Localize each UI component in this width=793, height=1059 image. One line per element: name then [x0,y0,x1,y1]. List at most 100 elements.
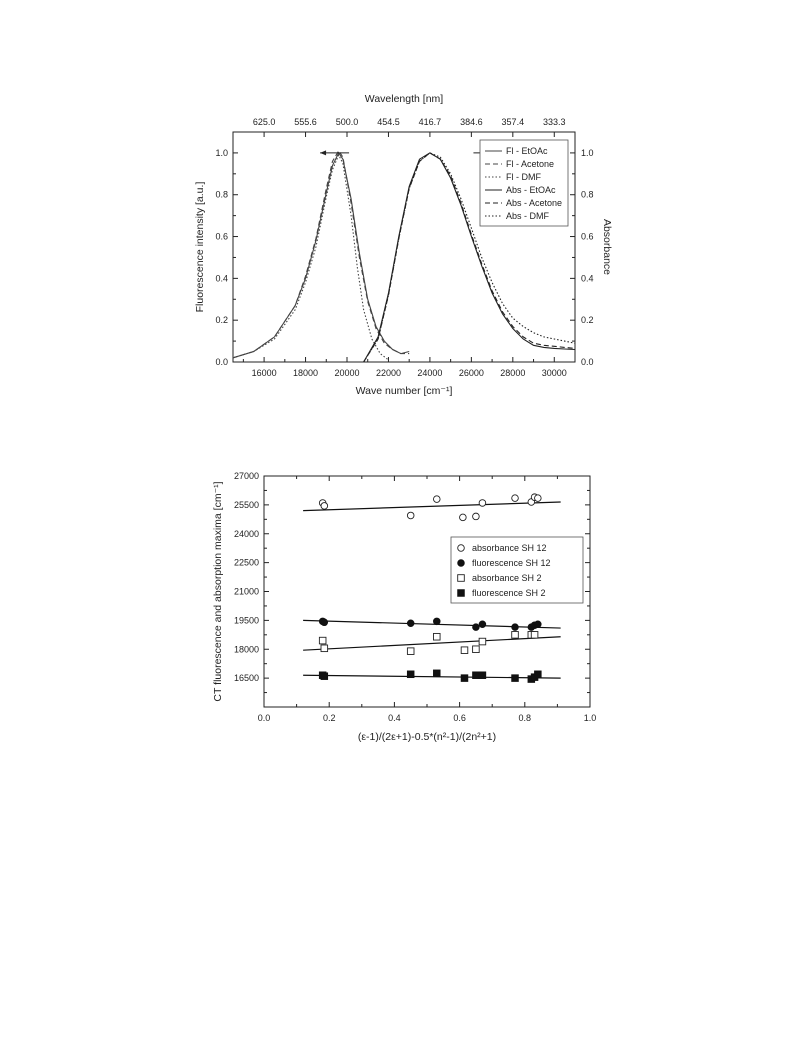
top-tick-label: 454.5 [377,117,400,127]
spectra-chart: 16000 18000 20000 22000 24000 26000 28000 30000… [194,93,613,397]
data-point-1 [511,623,519,631]
top-tick-label: 625.0 [253,117,276,127]
data-point-2 [433,632,441,641]
data-point-0 [511,494,519,502]
data-point-2 [406,647,415,655]
x-tick-label: 0.8 [519,713,532,723]
legend-marker [457,574,465,582]
data-point-3 [320,672,329,680]
x-axis-top-label: Wavelength [nm] [365,93,443,105]
data-point-2 [511,631,519,639]
y-tick-label: 24000 [234,529,259,539]
data-point-1 [478,620,487,628]
data-point-3 [460,674,469,682]
x-axis-label: (ε-1)/(2ε+1)-0.5*(n²-1)/(2n²+1) [358,731,496,743]
data-point-2 [530,631,539,639]
y-tick-label: 0.4 [215,273,228,283]
legend-label: Fl - DMF [506,172,541,182]
data-point-3 [478,671,487,679]
data-point-0 [478,499,487,507]
y-right-tick-label: 0.4 [581,273,594,283]
legend-label: fluorescence SH 2 [472,588,546,598]
data-point-3 [534,670,542,679]
data-point-1 [433,617,441,626]
y-tick-label: 27000 [234,471,259,481]
y-right-tick-label: 1.0 [581,148,594,158]
y-tick-label: 21000 [234,587,259,597]
y-tick-label: 0.2 [215,315,228,325]
legend-marker [457,544,465,552]
legend-label: absorbance SH 12 [472,543,547,553]
solvatochromism-chart: 0.0 0.2 0.4 0.6 0.8 1.0 16500 18000 19500 21000 22… [212,471,597,743]
data-point-0 [406,511,415,520]
series-line-2 [232,153,389,361]
top-tick-label: 333.3 [543,117,566,127]
y-tick-label: 0.8 [215,190,228,200]
data-point-3 [406,670,415,679]
x-tick-label: 22000 [376,368,401,378]
data-point-1 [534,620,542,628]
data-point-0 [472,512,480,521]
series-line-5 [363,152,576,363]
x-tick-label: 30000 [542,368,567,378]
y-tick-label: 25500 [234,500,259,510]
legend-marker [457,589,465,597]
legend-label: Fl - EtOAc [506,146,548,156]
x-axis-label: Wave number [cm⁻¹] [356,385,453,397]
data-point-1 [320,618,329,627]
x-tick-label: 18000 [293,368,318,378]
series-line-4 [363,152,576,363]
data-point-0 [534,494,542,502]
legend-label: Abs - EtOAc [506,185,556,195]
legend-label: Abs - DMF [506,211,550,221]
y-tick-label: 18000 [234,644,259,654]
legend-label: absorbance SH 2 [472,573,542,583]
legend-label: Fl - Acetone [506,159,554,169]
top-tick-label: 416.7 [419,117,442,127]
data-point-3 [511,674,519,682]
x-tick-label: 0.4 [388,713,401,723]
plot-frame [232,131,576,363]
x-tick-label: 24000 [417,368,442,378]
y-right-tick-label: 0.8 [581,190,594,200]
fit-line-2 [303,636,561,651]
legend-box [450,536,584,604]
data-point-1 [406,619,415,628]
data-point-2 [460,646,469,654]
y-tick-label: 0.0 [215,357,228,367]
x-tick-label: 28000 [500,368,525,378]
y-tick-label: 16500 [234,673,259,683]
data-point-2 [320,644,329,653]
x-tick-label: 26000 [459,368,484,378]
x-tick-label: 20000 [334,368,359,378]
x-tick-label: 16000 [252,368,277,378]
y-tick-label: 1.0 [215,148,228,158]
fit-line-3 [303,674,561,679]
fit-line-0 [303,501,561,512]
arrow-head [320,150,327,156]
data-point-1 [472,623,480,631]
legend-marker [457,559,465,567]
data-point-0 [433,495,441,503]
x-tick-label: 0.6 [453,713,466,723]
legend-label: Abs - Acetone [506,198,562,208]
top-tick-label: 357.4 [502,117,525,127]
y-right-tick-label: 0.0 [581,357,594,367]
legend-label: fluorescence SH 12 [472,558,551,568]
data-point-2 [318,636,327,645]
y-axis-right-label: Absorbance [601,219,613,275]
y-tick-label: 22500 [234,558,259,568]
top-tick-label: 384.6 [460,117,483,127]
y-tick-label: 19500 [234,615,259,625]
x-tick-label: 0.0 [258,713,271,723]
x-tick-label: 1.0 [584,713,597,723]
data-point-0 [459,513,467,522]
series-line-0 [232,151,410,359]
series-line-1 [232,149,410,359]
data-point-2 [478,637,487,646]
x-tick-label: 0.2 [323,713,336,723]
y-tick-label: 0.6 [215,232,228,242]
data-point-3 [472,671,480,679]
y-right-tick-label: 0.2 [581,315,594,325]
